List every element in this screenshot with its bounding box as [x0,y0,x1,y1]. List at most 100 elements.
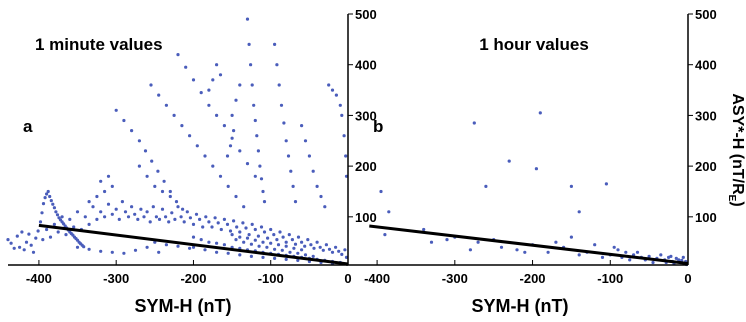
data-point [110,212,114,216]
data-point [624,250,628,254]
data-point [250,222,254,226]
data-point [72,225,76,229]
data-point [24,240,29,244]
data-point [387,210,391,214]
data-point [379,189,383,194]
data-point [95,217,99,221]
data-point [148,220,152,224]
data-point [162,179,166,183]
data-point [324,243,328,247]
data-point [211,164,215,168]
data-point [91,205,95,209]
data-point [126,215,131,219]
data-point [103,215,107,219]
data-point [226,251,230,255]
data-point [342,134,346,138]
data-point [284,257,288,261]
data-point [168,189,172,194]
data-point [255,134,259,138]
data-point [293,242,298,246]
data-point [199,238,203,242]
data-point [244,226,248,230]
data-point [145,210,149,214]
data-point [252,103,256,107]
data-point [484,184,488,188]
data-point [261,240,265,244]
data-point [160,207,165,211]
data-point [669,254,673,258]
data-point [18,245,22,249]
data-point [296,258,300,262]
data-point [68,217,72,221]
data-point [46,189,50,194]
data-point [122,251,126,255]
data-point [604,182,609,186]
data-point [278,230,282,234]
data-point [207,240,211,244]
data-point [262,200,267,204]
data-point [170,211,174,215]
data-point [311,254,315,258]
data-point [628,258,632,262]
x-tick-label: 0 [344,271,351,286]
data-point [281,235,285,239]
x-tick-label: 0 [684,271,691,286]
fit-line [38,223,349,266]
data-point [203,154,207,158]
data-point [232,129,236,133]
data-point [213,216,217,220]
data-point [468,248,472,252]
data-point [616,248,620,252]
data-point [307,154,311,158]
data-point [546,250,550,254]
panel-label-a: a [23,117,33,136]
data-point [238,83,242,87]
data-point [45,227,49,232]
data-point [225,222,230,226]
data-point [123,210,128,214]
data-point [160,189,165,194]
data-point [284,240,288,244]
data-point [218,174,223,178]
data-point [253,174,257,178]
data-point [241,221,245,225]
data-point [296,235,301,239]
data-point [191,235,196,239]
data-point [284,244,288,248]
data-point [157,250,161,254]
panel-b: -400 -300 -200 -100 0 100 200 300 400 500 1 hour … [346,7,746,316]
data-point [253,238,257,242]
data-point [174,200,179,204]
data-point [253,227,257,232]
y-tick-label: 200 [695,159,717,174]
y-tick-label: 500 [695,7,717,22]
data-point [445,238,449,242]
data-point [188,216,192,220]
data-point [156,169,160,173]
data-point [327,83,331,87]
data-point [258,164,262,168]
data-point [56,230,60,234]
panel-label-b: b [373,117,383,136]
data-point [188,246,192,250]
ticks-b: -400 -300 -200 -100 0 100 200 300 400 500 [364,7,717,286]
data-point [54,210,58,214]
data-point [195,144,199,148]
data-point [87,222,91,226]
x-tick-label: -100 [258,271,284,286]
data-point [184,65,188,69]
data-point [253,118,257,123]
data-point [36,229,40,233]
data-point [292,246,296,250]
data-point [204,215,208,219]
data-point [330,88,335,92]
data-point [282,121,286,125]
x-axis-label-a: SYM-H (nT) [135,296,232,316]
data-point [181,207,185,211]
data-point [31,250,36,254]
data-point [216,221,220,225]
data-point [266,236,270,240]
data-point [230,233,234,237]
panel-title-a: 1 minute values [35,35,163,54]
y-axis-label-b: ASY*-H (nT/RE) [726,93,746,206]
